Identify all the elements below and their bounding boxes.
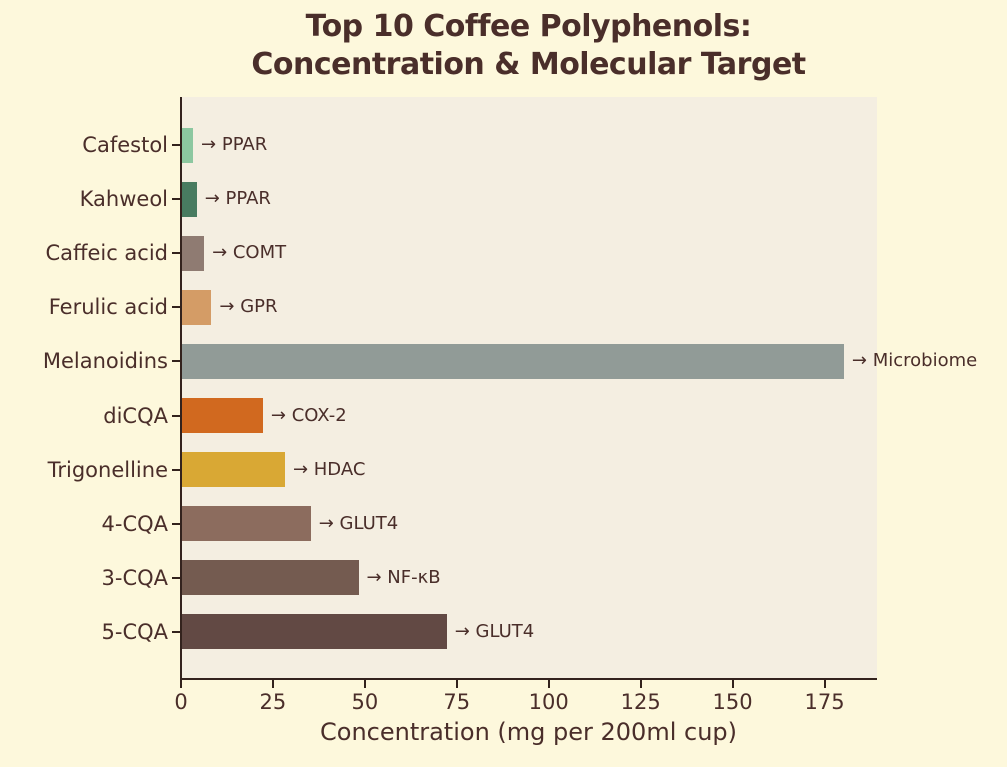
- bar-trigonelline: [182, 452, 285, 488]
- target-annotation-ferulic-acid: → GPR: [219, 296, 278, 318]
- bar-caffeic-acid: [182, 235, 205, 271]
- y-tick-label-melanoidins: Melanoidins: [42, 349, 168, 374]
- y-tick-mark: [172, 198, 180, 201]
- x-tick-mark: [547, 680, 550, 688]
- target-annotation-dicqa: → COX-2: [270, 404, 347, 426]
- bar-4-cqa: [182, 506, 311, 542]
- bar-ferulic-acid: [182, 289, 212, 325]
- x-tick-label-0: 0: [174, 690, 188, 714]
- y-tick-label-dicqa: diCQA: [103, 403, 168, 428]
- y-tick-mark: [172, 576, 180, 579]
- x-tick-label-75: 75: [443, 690, 471, 714]
- bar-dicqa: [182, 398, 263, 433]
- chart-title-line1: Top 10 Coffee Polyphenols:: [305, 9, 752, 44]
- x-tick-mark: [639, 680, 642, 688]
- y-tick-mark: [172, 144, 180, 146]
- target-annotation-melanoidins: → Microbiome: [851, 350, 978, 372]
- y-tick-label-caffeic-acid: Caffeic acid: [45, 241, 168, 266]
- y-tick-mark: [172, 360, 180, 363]
- bar-kahweol: [182, 181, 197, 217]
- target-annotation-4-cqa: → GLUT4: [318, 512, 399, 534]
- x-tick-label-150: 150: [712, 690, 753, 714]
- target-annotation-caffeic-acid: → COMT: [212, 242, 287, 264]
- plot-area: → PPAR → PPAR → COMT → GPR → Microbiome → COX…: [180, 97, 977, 680]
- x-tick-mark: [823, 680, 826, 688]
- target-annotation-5-cqa: → GLUT4: [454, 620, 535, 642]
- y-tick-label-3-cqa: 3-CQA: [101, 565, 169, 590]
- y-tick-mark: [172, 306, 180, 309]
- x-tick-label-25: 25: [259, 690, 287, 714]
- x-tick-mark: [271, 680, 274, 688]
- chart-title-line2: Concentration & Molecular Target: [251, 47, 806, 82]
- bar-melanoidins: [182, 343, 844, 379]
- x-tick-mark: [180, 680, 182, 688]
- y-tick-label-cafestol: Cafestol: [82, 133, 168, 157]
- y-tick-label-ferulic-acid: Ferulic acid: [48, 295, 168, 320]
- x-tick-label-100: 100: [528, 690, 569, 714]
- bar-3-cqa: [182, 560, 359, 596]
- x-tick-mark: [455, 680, 458, 688]
- y-tick-mark: [172, 468, 180, 471]
- x-axis-label: Concentration (mg per 200ml cup): [320, 718, 737, 746]
- y-tick-label-5-cqa: 5-CQA: [101, 619, 169, 644]
- x-tick-label-175: 175: [804, 690, 845, 714]
- y-tick-mark: [172, 252, 180, 255]
- y-tick-label-4-cqa: 4-CQA: [101, 511, 169, 536]
- y-tick-mark: [172, 522, 180, 525]
- bar-cafestol: [182, 127, 194, 163]
- target-annotation-kahweol: → PPAR: [204, 188, 271, 210]
- x-tick-label-50: 50: [351, 690, 379, 714]
- bar-5-cqa: [182, 614, 447, 650]
- y-tick-mark: [172, 414, 180, 417]
- y-tick-mark: [172, 630, 180, 633]
- target-annotation-trigonelline: → HDAC: [292, 458, 366, 480]
- x-tick-mark: [731, 680, 734, 688]
- target-annotation-cafestol: → PPAR: [201, 134, 268, 155]
- target-annotation-3-cqa: → NF-κB: [366, 566, 441, 588]
- x-tick-mark: [363, 680, 366, 688]
- y-tick-label-kahweol: Kahweol: [79, 187, 168, 212]
- x-tick-label-125: 125: [620, 690, 661, 714]
- y-tick-label-trigonelline: Trigonelline: [47, 457, 168, 482]
- chart-title: Top 10 Coffee Polyphenols: Concentration…: [180, 8, 877, 84]
